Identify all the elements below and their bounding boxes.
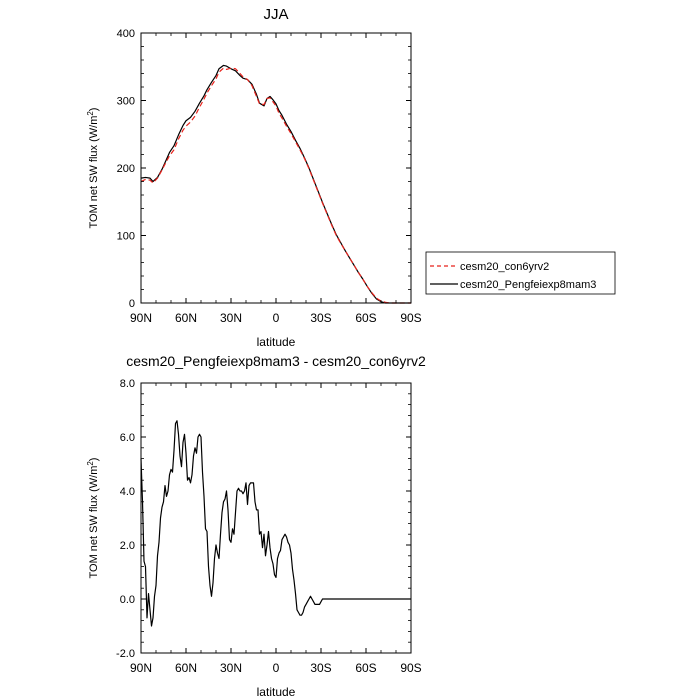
x-tick-label: 90N (130, 311, 152, 325)
x-tick-label: 90N (130, 661, 152, 675)
y-tick-label: 300 (117, 96, 135, 108)
plot-frame (140, 32, 412, 304)
y-tick-label: 200 (117, 163, 135, 175)
y-tick-label: 0.0 (120, 594, 135, 606)
tick-group: 90N 60N 30N 0 30S 60S 90S -2.0 0.0 2.0 4.0 6.0 8.0 (116, 378, 422, 675)
x-tick-label: 90S (400, 661, 421, 675)
plot-area (140, 420, 411, 627)
x-axis-label: latitude (257, 685, 296, 699)
bottom-chart-difference: cesm20_Pengfeiexp8mam3 - cesm20_con6yrv2… (86, 353, 426, 699)
x-tick-label: 90S (400, 311, 421, 325)
x-tick-label: 60N (175, 661, 197, 675)
y-tick-label: 400 (117, 28, 135, 40)
y-tick-label: 4.0 (120, 486, 135, 498)
y-axis-label: TOM net SW flux (W/m2) (86, 108, 100, 229)
legend-label-con6yrv2: cesm20_con6yrv2 (460, 261, 549, 273)
y-tick-label: -2.0 (116, 648, 135, 660)
tick-group: 90N 60N 30N 0 30S 60S 90S 0 100 200 300 400 (117, 28, 422, 325)
series-line-cesm20_Pengfeiexp8mam3 (140, 64, 411, 304)
y-tick-label: 2.0 (120, 540, 135, 552)
x-tick-label: 0 (273, 311, 280, 325)
x-tick-label: 0 (273, 661, 280, 675)
y-axis-label-superscript: 2 (86, 461, 95, 466)
y-tick-label: 0 (129, 298, 135, 310)
x-tick-label: 60N (175, 311, 197, 325)
x-tick-label: 30N (220, 661, 242, 675)
top-chart-jja: JJA 90N 60N 30N 0 30S 60S 90S 0 100 200 300 400 lat… (86, 6, 422, 349)
x-axis-label: latitude (257, 335, 296, 349)
series-line-cesm20_con6yrv2 (140, 67, 411, 304)
y-axis-label-superscript: 2 (86, 111, 95, 116)
series-line-difference (140, 420, 411, 627)
legend-label-pengfei: cesm20_Pengfeiexp8mam3 (460, 279, 596, 291)
y-tick-label: 6.0 (120, 432, 135, 444)
x-tick-label: 60S (355, 311, 376, 325)
chart-title: JJA (263, 6, 288, 23)
x-tick-label: 60S (355, 661, 376, 675)
y-tick-label: 8.0 (120, 378, 135, 390)
x-tick-label: 30S (310, 311, 331, 325)
chart-title: cesm20_Pengfeiexp8mam3 - cesm20_con6yrv2 (126, 353, 426, 369)
plot-frame (140, 382, 412, 654)
legend: cesm20_con6yrv2 cesm20_Pengfeiexp8mam3 (425, 251, 616, 295)
legend-frame (425, 251, 616, 295)
x-tick-label: 30S (310, 661, 331, 675)
y-tick-label: 100 (117, 231, 135, 243)
x-tick-label: 30N (220, 311, 242, 325)
plot-area (140, 64, 411, 304)
y-axis-label: TOM net SW flux (W/m2) (86, 458, 100, 579)
